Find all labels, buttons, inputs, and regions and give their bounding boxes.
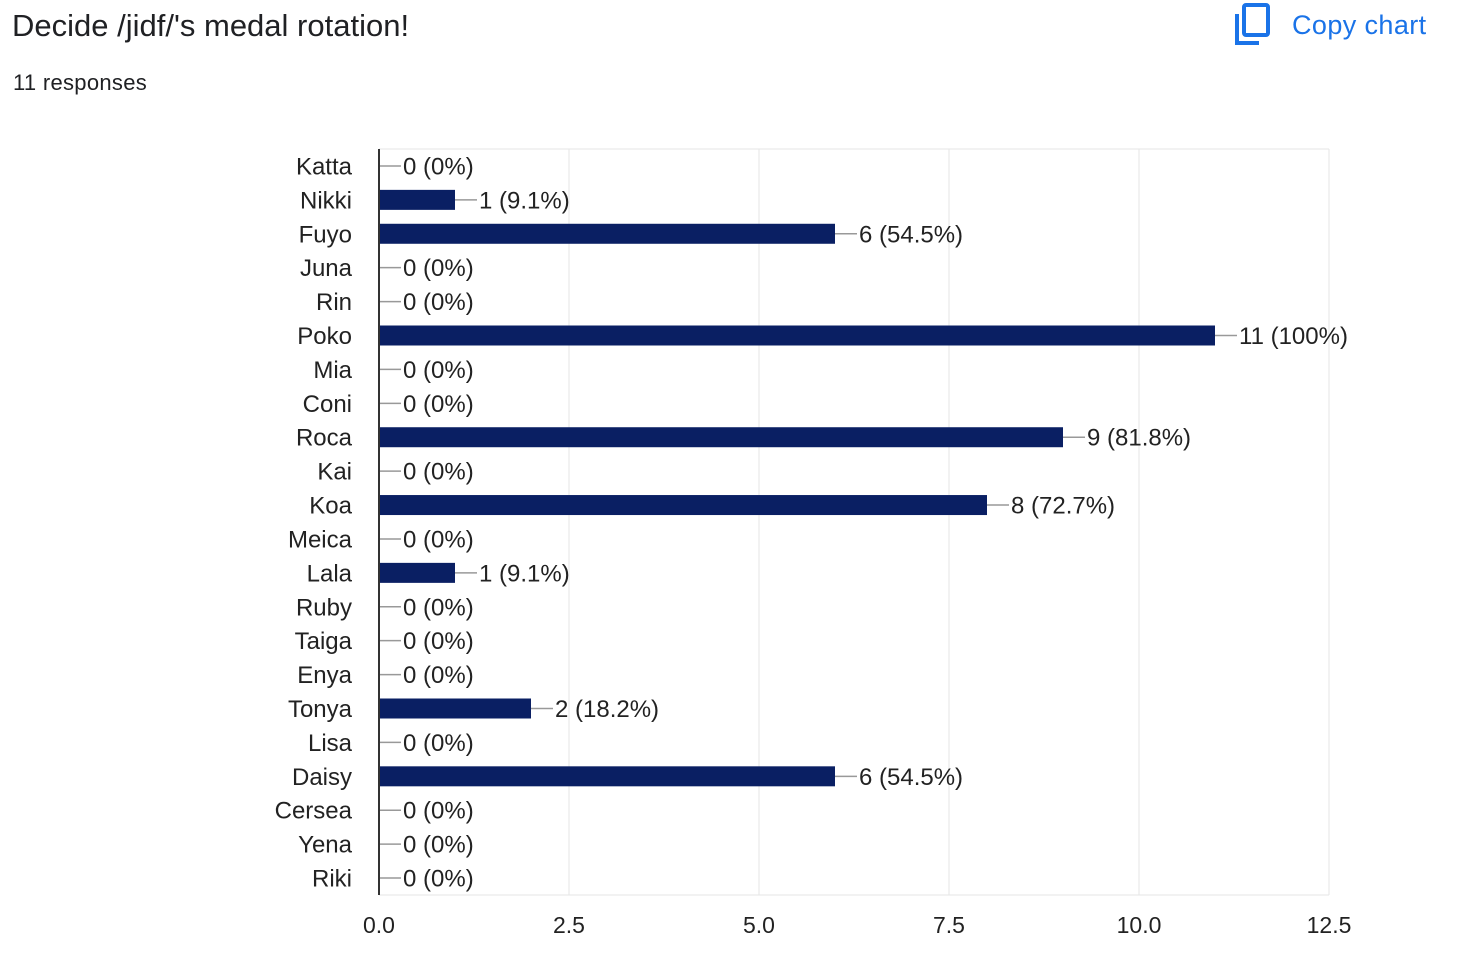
data-label: 0 (0%) (403, 153, 474, 180)
copy-chart-label: Copy chart (1292, 9, 1427, 40)
data-label: 6 (54.5%) (859, 221, 963, 248)
data-label: 0 (0%) (403, 662, 474, 689)
data-label: 0 (0%) (403, 832, 474, 859)
bar (379, 495, 987, 516)
category-label: Tonya (288, 696, 353, 723)
category-label: Mia (313, 357, 352, 384)
x-tick-label: 2.5 (553, 912, 585, 938)
data-label: 0 (0%) (403, 866, 474, 893)
category-label: Daisy (292, 764, 352, 791)
data-label: 0 (0%) (403, 357, 474, 384)
category-label: Yena (298, 832, 353, 859)
data-label: 0 (0%) (403, 594, 474, 621)
data-label: 0 (0%) (403, 798, 474, 825)
category-label: Cersea (275, 798, 353, 825)
category-label: Koa (309, 493, 352, 520)
bar (379, 766, 835, 787)
x-tick-label: 0.0 (363, 912, 395, 938)
category-label: Taiga (295, 628, 353, 655)
category-label: Roca (296, 425, 353, 452)
data-label: 0 (0%) (403, 526, 474, 553)
category-label: Riki (312, 866, 352, 893)
x-tick-label: 5.0 (743, 912, 775, 938)
labels: 0.0 2.5 5.0 7.5 10.0 12.5 0 (0%) Katta 1 (9.1%) N… (275, 153, 1352, 938)
category-label: Enya (297, 662, 352, 689)
category-label: Juna (300, 255, 353, 282)
copy-icon (1232, 3, 1272, 47)
data-label: 0 (0%) (403, 730, 474, 757)
data-label: 9 (81.8%) (1087, 425, 1191, 452)
category-label: Poko (297, 323, 352, 350)
data-label: 0 (0%) (403, 459, 474, 486)
bar (379, 427, 1063, 448)
bar (379, 325, 1215, 346)
copy-chart-button[interactable]: Copy chart (1232, 2, 1427, 48)
x-tick-label: 10.0 (1117, 912, 1162, 938)
bars (378, 149, 1237, 895)
category-label: Katta (296, 153, 353, 180)
category-label: Meica (288, 526, 353, 553)
chart-title: Decide /jidf/'s medal rotation! (12, 8, 410, 43)
response-count: 11 responses (13, 70, 148, 95)
bar (379, 189, 455, 210)
category-label: Lisa (308, 730, 353, 757)
category-label: Kai (317, 459, 352, 486)
data-label: 0 (0%) (403, 289, 474, 316)
data-label: 6 (54.5%) (859, 764, 963, 791)
data-label: 11 (100%) (1239, 323, 1348, 350)
data-label: 1 (9.1%) (479, 187, 570, 214)
category-label: Coni (303, 391, 352, 418)
bar (379, 698, 531, 719)
data-label: 0 (0%) (403, 391, 474, 418)
data-label: 8 (72.7%) (1011, 493, 1115, 520)
data-label: 2 (18.2%) (555, 696, 659, 723)
bar (379, 562, 455, 583)
bar (379, 223, 835, 244)
category-label: Fuyo (299, 221, 352, 248)
data-label: 1 (9.1%) (479, 560, 570, 587)
category-label: Lala (307, 560, 353, 587)
category-label: Nikki (300, 187, 352, 214)
data-label: 0 (0%) (403, 628, 474, 655)
x-tick-label: 12.5 (1307, 912, 1352, 938)
data-label: 0 (0%) (403, 255, 474, 282)
x-tick-label: 7.5 (933, 912, 965, 938)
category-label: Ruby (296, 594, 352, 621)
category-label: Rin (316, 289, 352, 316)
